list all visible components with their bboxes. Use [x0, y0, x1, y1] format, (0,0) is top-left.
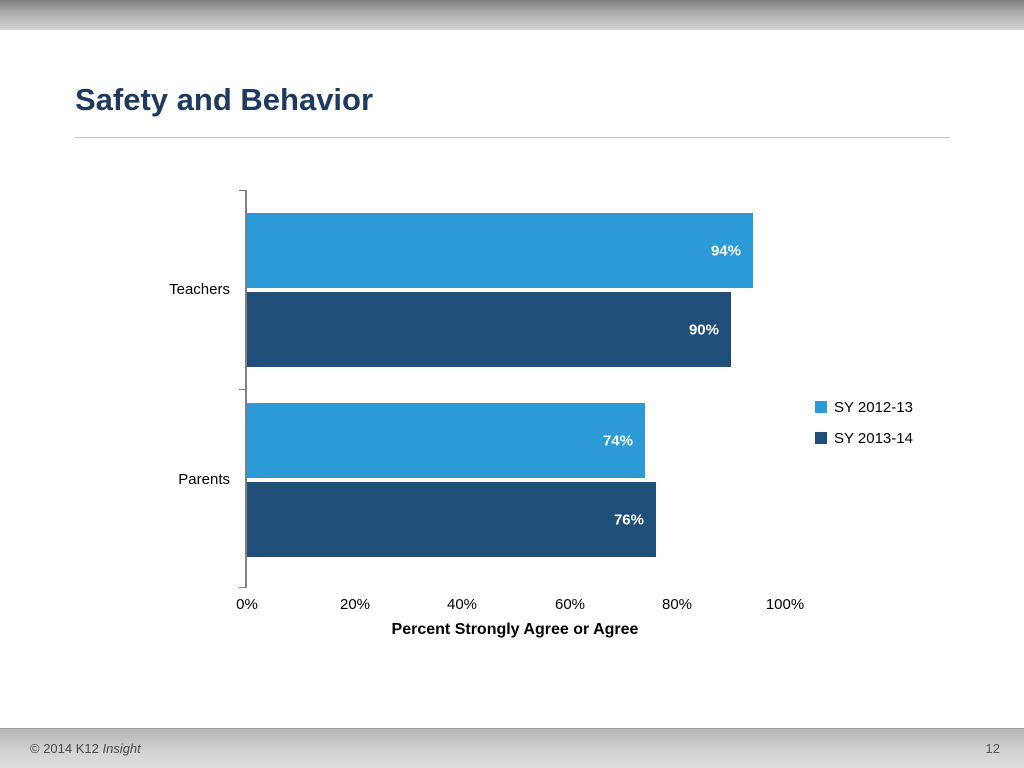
slide-title: Safety and Behavior	[75, 82, 374, 117]
bottom-decoration-band	[0, 728, 1024, 768]
top-decoration-band	[0, 0, 1024, 30]
chart-legend: SY 2012-13 SY 2013-14	[815, 396, 913, 458]
bar-teachers-sy-2012-13: 94%	[247, 213, 753, 288]
x-axis-tick-label: 60%	[554, 596, 586, 613]
legend-swatch	[815, 401, 827, 413]
page-number: 12	[985, 741, 1000, 756]
x-axis-tick-label: 0%	[236, 596, 258, 613]
data-label: 90%	[688, 321, 719, 338]
legend-item-2: SY 2013-14	[815, 427, 913, 449]
category-label-teachers: Teachers	[169, 281, 230, 298]
x-axis-tick-label: 100%	[765, 596, 805, 613]
x-axis-title: Percent Strongly Agree or Agree	[391, 621, 639, 638]
title-divider	[75, 137, 950, 138]
legend-label: SY 2012-13	[834, 398, 913, 416]
legend-item-1: SY 2012-13	[815, 396, 913, 418]
y-axis-tick-mark	[239, 190, 247, 191]
legend-label: SY 2013-14	[834, 429, 913, 447]
category-label-parents: Parents	[178, 471, 230, 488]
copyright-prefix: © 2014 K12	[30, 741, 103, 756]
x-axis-tick-label: 80%	[661, 596, 693, 613]
data-label: 74%	[602, 432, 633, 449]
bar-parents-sy-2013-14: 76%	[247, 482, 656, 557]
y-axis-tick-mark	[239, 389, 247, 390]
data-label: 94%	[710, 242, 741, 259]
legend-swatch	[815, 432, 827, 444]
x-axis-tick-label: 20%	[339, 596, 371, 613]
x-axis-tick-label: 40%	[446, 596, 478, 613]
data-label: 76%	[613, 511, 644, 528]
brand-name: Insight	[102, 741, 141, 756]
plot-area: Percent Strongly Agree or Agree 94% 90% 74%…	[236, 190, 804, 638]
bar-parents-sy-2012-13: 74%	[247, 403, 645, 478]
bar-teachers-sy-2013-14: 90%	[247, 292, 731, 367]
y-axis-tick-mark	[239, 587, 247, 588]
copyright-text: © 2014 K12 Insight	[30, 741, 141, 756]
